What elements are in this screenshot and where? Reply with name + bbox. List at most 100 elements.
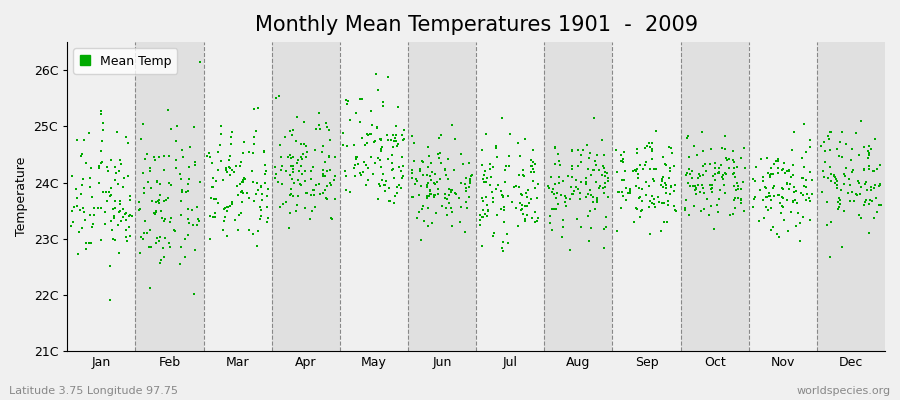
Point (325, 216, 339, 222)
Point (552, 157, 566, 164)
Point (175, 147, 189, 153)
Point (148, 156, 162, 163)
Point (738, 164, 752, 171)
Point (870, 166, 885, 172)
Point (799, 149, 814, 156)
Point (257, 170, 272, 177)
Point (761, 190, 776, 196)
Point (242, 148, 256, 155)
Point (598, 169, 612, 176)
Point (515, 202, 529, 208)
Point (153, 191, 167, 198)
Point (529, 217, 544, 224)
Point (336, 142, 350, 148)
Point (285, 127, 300, 134)
Point (375, 144, 390, 150)
Point (638, 159, 652, 166)
Point (86, 221, 101, 227)
Point (98, 209, 112, 215)
Point (121, 140, 135, 147)
Point (313, 191, 328, 197)
Point (867, 185, 881, 191)
Point (282, 225, 296, 231)
Point (364, 131, 378, 137)
Point (181, 188, 195, 194)
Point (547, 160, 562, 167)
Point (163, 244, 177, 250)
Point (306, 187, 320, 194)
Point (355, 134, 369, 141)
Point (726, 148, 741, 154)
Point (571, 186, 585, 192)
Point (559, 203, 573, 210)
Point (440, 156, 454, 162)
Point (662, 165, 677, 172)
Point (618, 168, 633, 175)
Point (440, 212, 454, 218)
Point (706, 173, 720, 180)
Point (448, 190, 463, 196)
Point (716, 145, 730, 151)
Point (219, 167, 233, 173)
Point (867, 215, 881, 221)
Point (95, 159, 110, 165)
Point (374, 136, 389, 143)
Point (86, 205, 101, 212)
Point (316, 171, 330, 178)
Point (224, 200, 238, 207)
Point (420, 183, 435, 190)
Point (299, 142, 313, 149)
Point (394, 185, 409, 191)
Point (304, 176, 319, 182)
Point (428, 192, 442, 199)
Point (105, 235, 120, 242)
Point (718, 190, 733, 196)
Point (633, 162, 647, 168)
Point (83, 174, 97, 181)
Point (770, 192, 785, 198)
Point (581, 155, 596, 161)
Point (390, 143, 404, 149)
Point (723, 212, 737, 218)
Point (614, 205, 628, 211)
Point (822, 136, 836, 142)
Point (259, 168, 274, 174)
Point (590, 197, 604, 203)
Point (652, 199, 666, 205)
Point (694, 208, 708, 214)
Point (322, 154, 337, 160)
Point (193, 58, 207, 65)
Point (382, 198, 397, 204)
Point (770, 231, 784, 237)
Point (114, 161, 129, 167)
Point (784, 208, 798, 215)
Point (729, 187, 743, 193)
Point (609, 228, 624, 234)
Point (479, 179, 493, 186)
Point (712, 170, 726, 176)
Point (659, 182, 673, 188)
Point (82, 129, 96, 136)
Point (836, 171, 850, 178)
Point (478, 167, 492, 174)
Point (291, 157, 305, 163)
Point (405, 170, 419, 176)
Point (414, 237, 428, 243)
Point (187, 158, 202, 165)
Point (854, 118, 868, 124)
Point (628, 168, 643, 174)
Point (515, 192, 529, 198)
Point (501, 239, 516, 246)
Point (433, 176, 447, 182)
Point (716, 182, 731, 188)
Point (351, 161, 365, 167)
Point (796, 214, 810, 220)
Point (338, 168, 353, 174)
Point (621, 190, 635, 196)
Point (233, 163, 248, 169)
Point (148, 240, 163, 246)
Point (425, 220, 439, 226)
Point (430, 179, 445, 186)
Point (274, 181, 289, 188)
Point (708, 159, 723, 166)
